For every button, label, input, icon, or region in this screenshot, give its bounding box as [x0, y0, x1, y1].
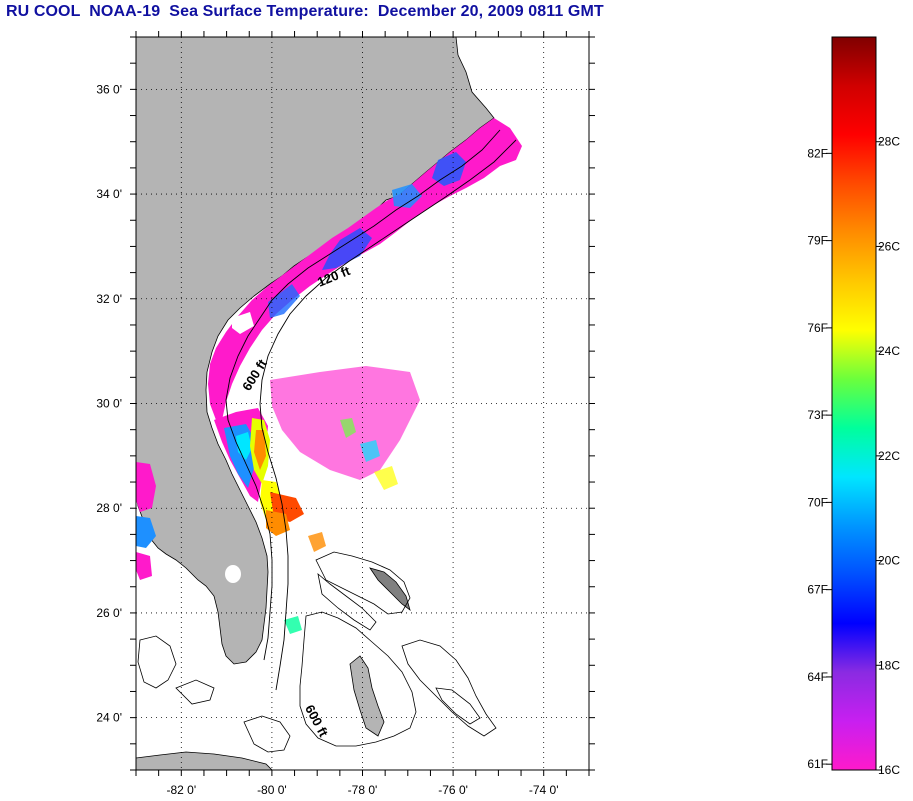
land-andros: [349, 655, 385, 737]
lat-tick-label: 24 0': [96, 711, 122, 725]
colorbar-ticks: 28C 26C 24C 22C 20C 18C 16C 82F 79F 76F 73F 70F 67F 6…: [807, 135, 900, 777]
colorbar-f-label: 70F: [807, 495, 828, 509]
lat-tick-label: 28 0': [96, 501, 122, 515]
lon-tick-label: -80 0': [257, 783, 287, 797]
bahamas-contours: [137, 551, 497, 753]
land-grand-bahama: [369, 567, 411, 612]
map-axes: 36 0' 34 0' 32 0' 30 0' 28 0' 26 0' 24 0' -82 0…: [96, 31, 595, 797]
colorbar-c-label: 26C: [878, 239, 900, 253]
lat-tick-label: 32 0': [96, 292, 122, 306]
colorbar-c-label: 22C: [878, 449, 900, 463]
colorbar-c-label: 24C: [878, 344, 900, 358]
colorbar-c-label: 16C: [878, 763, 900, 777]
colorbar-f-label: 67F: [807, 583, 828, 597]
colorbar-f-label: 79F: [807, 234, 828, 248]
colorbar-f-label: 61F: [807, 757, 828, 771]
lat-tick-label: 30 0': [96, 397, 122, 411]
lat-tick-label: 34 0': [96, 187, 122, 201]
colorbar-c-label: 28C: [878, 135, 900, 149]
colorbar-f-label: 73F: [807, 408, 828, 422]
lat-tick-label: 36 0': [96, 82, 122, 96]
lon-tick-label: -78 0': [348, 783, 378, 797]
map-content: [136, 37, 522, 770]
colorbar-f-label: 76F: [807, 321, 828, 335]
lake-okeechobee: [225, 565, 241, 583]
graticule: [136, 37, 589, 770]
lon-tick-label: -76 0': [438, 783, 468, 797]
contour-120ft: [225, 129, 501, 661]
lon-tick-label: -74 0': [529, 783, 559, 797]
colorbar-f-label: 64F: [807, 670, 828, 684]
colorbar-c-label: 18C: [878, 658, 900, 672]
map-title: RU COOL NOAA-19 Sea Surface Temperature:…: [6, 3, 604, 20]
lon-tick-label: -82 0': [166, 783, 196, 797]
contour-600ft: [259, 139, 517, 691]
colorbar-f-label: 82F: [807, 146, 828, 160]
sst-shading: [136, 118, 522, 634]
lat-tick-label: 26 0': [96, 606, 122, 620]
colorbar-c-label: 20C: [878, 554, 900, 568]
land-cuba: [136, 751, 273, 770]
depth-contours: [225, 129, 517, 691]
colorbar: [831, 36, 877, 771]
